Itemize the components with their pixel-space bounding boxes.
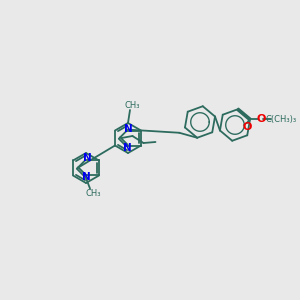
Text: N: N xyxy=(82,172,90,182)
Text: N: N xyxy=(82,154,91,164)
Text: CH₃: CH₃ xyxy=(124,100,140,109)
Text: O: O xyxy=(242,122,251,132)
Text: N: N xyxy=(123,142,131,152)
Text: CH₃: CH₃ xyxy=(85,189,101,198)
Text: O: O xyxy=(256,114,266,124)
Text: C(CH₃)₃: C(CH₃)₃ xyxy=(265,115,296,124)
Text: N: N xyxy=(124,124,132,134)
